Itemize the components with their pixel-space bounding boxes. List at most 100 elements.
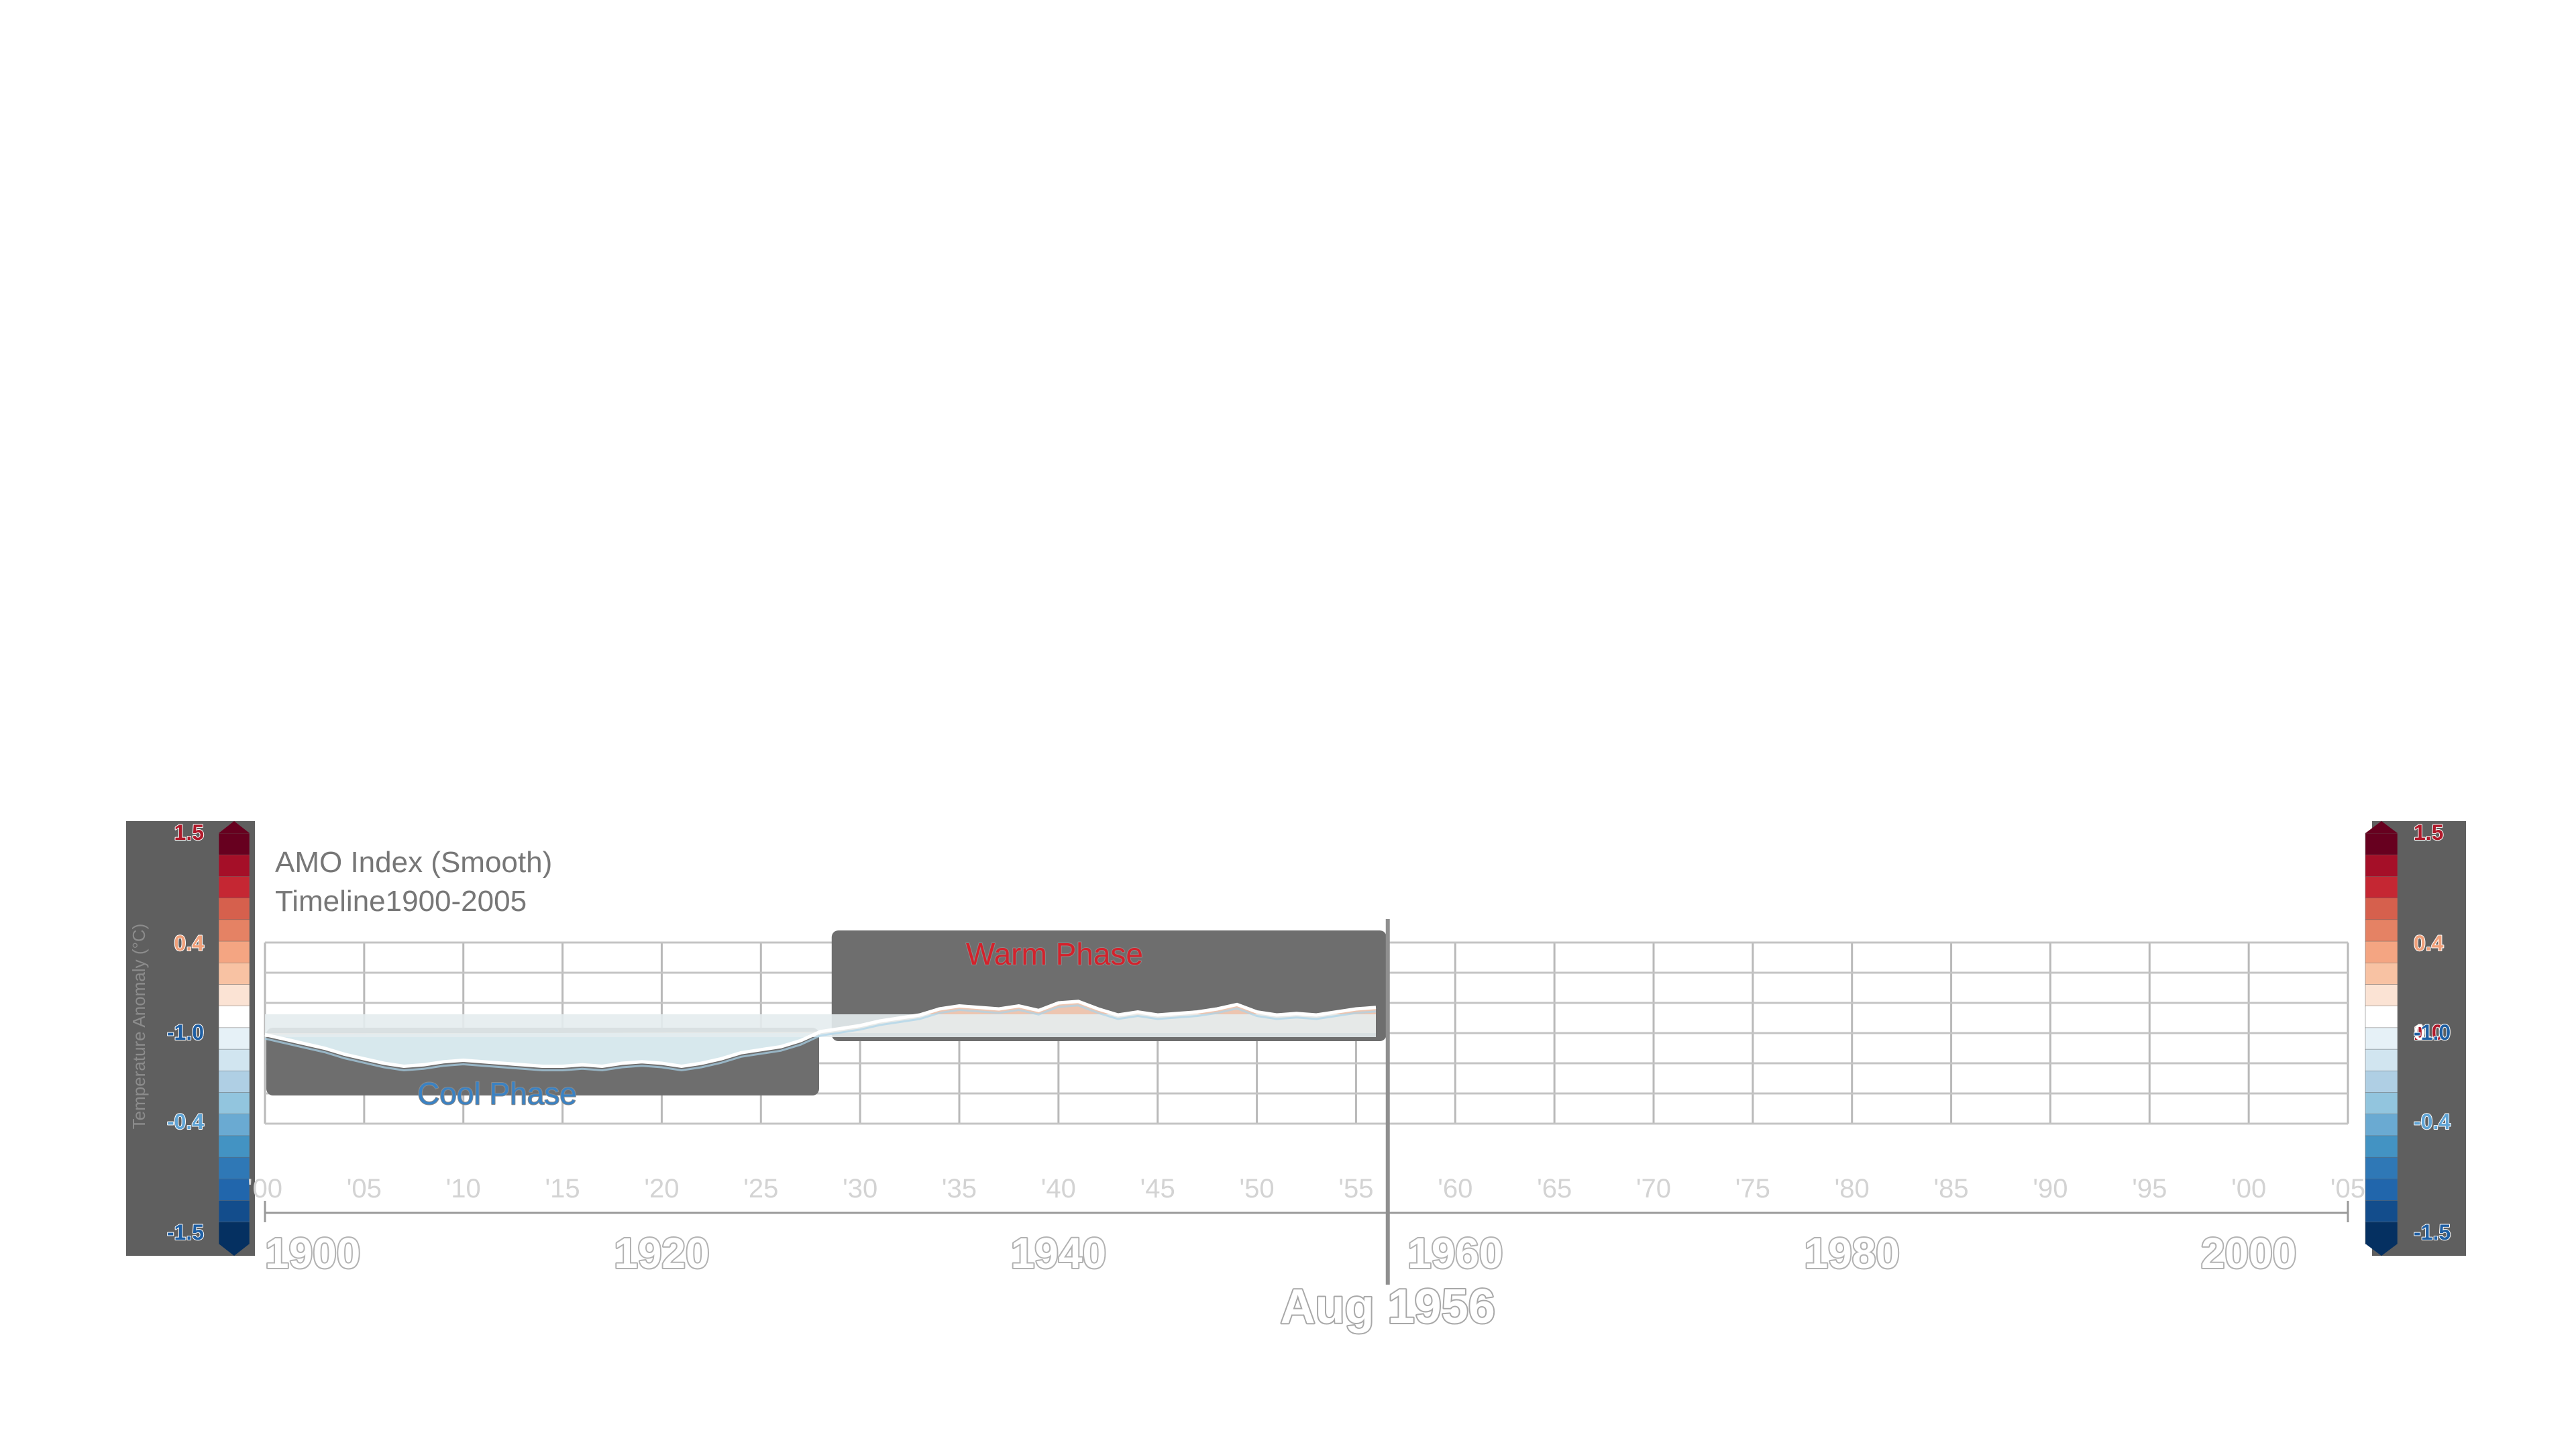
chart-title: AMO Index (Smooth) — [275, 846, 552, 879]
colorbar-right: 1.5 1.0 0.4 0 -0.4 -1.0 -1.5 — [2365, 820, 2466, 1256]
minor-tick-label: '45 — [1140, 1174, 1175, 1203]
minor-tick-label: '85 — [1934, 1174, 1969, 1203]
colorbar-left-cell — [218, 963, 250, 985]
colorbar-left-cell — [218, 1049, 250, 1072]
colorbar-left-cell — [218, 1135, 250, 1158]
colorbar-left: 1.5 1.0 0.4 0 -0.4 -1.0 -1.5 Temperature Anoma… — [126, 820, 255, 1256]
minor-tick-label: '90 — [2033, 1174, 2068, 1203]
warm-phase-label: Warm Phase — [966, 936, 1143, 971]
minor-tick-label: '60 — [1438, 1174, 1472, 1203]
colorbar-left-top-cap — [219, 821, 250, 833]
colorbar-right-cell — [2365, 1114, 2398, 1136]
minor-tick-label: '05 — [2330, 1174, 2365, 1203]
major-tick-label: 1980 — [1805, 1229, 1900, 1277]
colorbar-right-cell — [2365, 1071, 2398, 1093]
warm-base-band — [265, 1014, 1376, 1037]
colorbar-left-cell — [218, 1114, 250, 1136]
amo-series-line — [264, 1000, 1377, 1069]
colorbar-left-tick-label: 1.5 — [174, 820, 204, 845]
colorbar-right-tick-label: 0.4 — [2414, 931, 2444, 955]
major-tick-label: 1900 — [265, 1229, 360, 1277]
minor-tick-label: '10 — [446, 1174, 481, 1203]
minor-tick-label: '40 — [1041, 1174, 1076, 1203]
major-tick-label: 2000 — [2201, 1229, 2296, 1277]
minor-tick-label: '80 — [1835, 1174, 1870, 1203]
colorbar-right-cell — [2365, 1179, 2398, 1201]
colorbar-right-cell — [2365, 898, 2398, 920]
minor-tick-label: '30 — [843, 1174, 877, 1203]
colorbar-right-cell — [2365, 876, 2398, 899]
colorbar-left-cell — [218, 854, 250, 877]
time-cursor[interactable]: Aug 1956 — [1279, 919, 1497, 1335]
colorbar-left-cell — [218, 833, 250, 855]
colorbar-left-tick-label: -1.5 — [167, 1220, 204, 1244]
major-tick-label: 1960 — [1407, 1229, 1503, 1277]
colorbar-right-cell — [2365, 963, 2398, 985]
colorbar-left-cell — [218, 1200, 250, 1223]
colorbar-left-cell — [218, 941, 250, 964]
chart-subtitle: Timeline1900-2005 — [275, 885, 527, 918]
minor-tick-label: '15 — [545, 1174, 580, 1203]
cool-anomaly-area — [265, 1031, 820, 1067]
colorbar-left-cell — [218, 1222, 250, 1244]
y-axis-label: Temperature Anomaly (°C) — [129, 924, 149, 1130]
colorbar-left-tick-label: 0.4 — [174, 931, 205, 955]
colorbar-right-cell — [2365, 919, 2398, 942]
colorbar-left-tick-label: 1.0 — [174, 1020, 204, 1044]
colorbar-left-cell — [218, 1157, 250, 1180]
colorbar-left-tick-label: -0.4 — [167, 1110, 204, 1134]
colorbar-left-cell — [218, 876, 250, 899]
colorbar-right-cell — [2365, 1222, 2398, 1244]
colorbar-left-cell — [218, 1092, 250, 1115]
colorbar-right-cell — [2365, 1157, 2398, 1180]
colorbar-right-cell — [2365, 1092, 2398, 1115]
colorbar-left-tick-label: -1.0 — [167, 1020, 204, 1044]
colorbar-right-cell — [2365, 984, 2398, 1007]
colorbar-right-cell — [2365, 833, 2398, 855]
x-axis: '00 '05 '10 '15 '20 '25 '30 '35 '40 '45 '50 '55 '60 '… — [248, 1174, 2365, 1279]
colorbar-right-cell — [2365, 1049, 2398, 1072]
minor-tick-label: '05 — [347, 1174, 382, 1203]
minor-tick-label: '65 — [1537, 1174, 1572, 1203]
major-tick-label: 1920 — [614, 1229, 709, 1277]
colorbar-left-cell — [218, 1006, 250, 1028]
major-tick-label: 1940 — [1011, 1229, 1106, 1277]
colorbar-right-tick-label: -1.0 — [2414, 1020, 2451, 1044]
colorbar-right-top-cap — [2365, 821, 2398, 833]
minor-tick-label: '00 — [248, 1174, 282, 1203]
minor-tick-label: '00 — [2231, 1174, 2266, 1203]
colorbar-left-cell — [218, 1071, 250, 1093]
colorbar-right-cell — [2365, 854, 2398, 877]
colorbar-left-cell — [218, 1179, 250, 1201]
colorbar-right-cell — [2365, 941, 2398, 964]
amo-series-shadow-line — [264, 1004, 1377, 1072]
colorbar-right-bottom-cap — [2365, 1244, 2398, 1256]
colorbar-right-cell — [2365, 1006, 2398, 1028]
minor-tick-label: '25 — [743, 1174, 778, 1203]
phase-labels: Cool Phase Warm Phase — [417, 936, 1144, 1112]
time-cursor-label: Aug 1956 — [1281, 1280, 1495, 1334]
colorbar-left-tick-label: 0 — [192, 1020, 204, 1044]
colorbar-left-cells — [218, 821, 250, 1256]
cool-phase-label: Cool Phase — [417, 1076, 577, 1111]
colorbar-left-cell — [218, 1027, 250, 1050]
colorbar-right-tick-label: -1.5 — [2414, 1220, 2451, 1244]
colorbar-left-bottom-cap — [219, 1244, 250, 1256]
colorbar-right-tick-label: -0.4 — [2414, 1110, 2451, 1134]
colorbar-left-cell — [218, 984, 250, 1007]
minor-tick-label: '75 — [1735, 1174, 1770, 1203]
colorbar-right-tick-label: 0 — [2414, 1020, 2426, 1044]
colorbar-right-cell — [2365, 1135, 2398, 1158]
minor-tick-label: '70 — [1636, 1174, 1671, 1203]
colorbar-right-cell — [2365, 1200, 2398, 1223]
minor-tick-label: '95 — [2132, 1174, 2167, 1203]
colorbar-right-labels: 1.5 1.0 0.4 0 -0.4 -1.0 -1.5 — [2413, 820, 2451, 1245]
colorbar-right-cell — [2365, 1027, 2398, 1050]
minor-tick-label: '35 — [942, 1174, 977, 1203]
series-layer — [264, 1000, 1377, 1072]
colorbar-left-cell — [218, 898, 250, 920]
colorbar-left-labels: 1.5 1.0 0.4 0 -0.4 -1.0 -1.5 — [166, 820, 205, 1245]
colorbar-right-tick-label: 1.5 — [2414, 820, 2443, 845]
minor-tick-label: '55 — [1338, 1174, 1373, 1203]
